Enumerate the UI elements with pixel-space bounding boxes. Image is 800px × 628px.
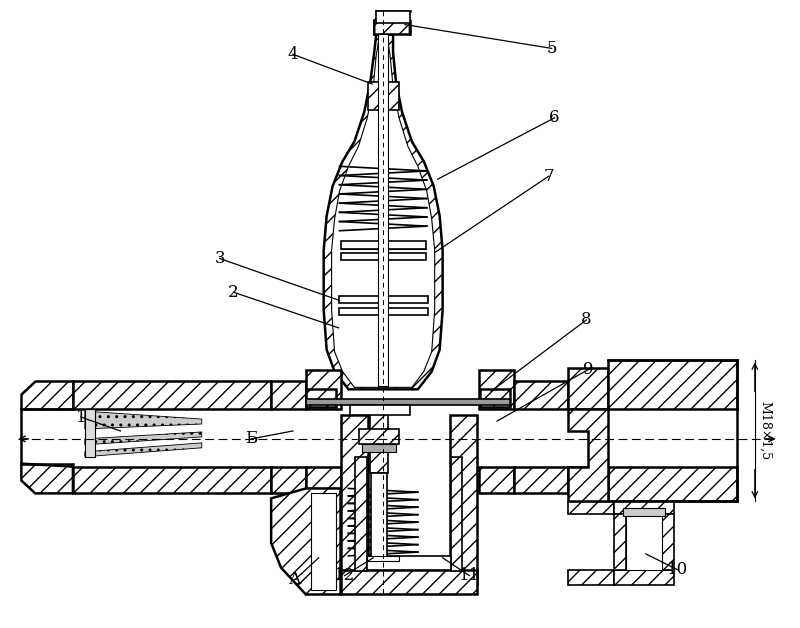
Bar (623, 508, 665, 516)
Polygon shape (85, 443, 202, 457)
Text: 12: 12 (334, 567, 355, 584)
Text: Б: Б (246, 430, 258, 447)
Bar (341, 241, 426, 249)
Polygon shape (514, 381, 569, 409)
Polygon shape (341, 570, 478, 595)
Text: 10: 10 (667, 561, 688, 578)
Text: 3: 3 (214, 250, 225, 267)
Polygon shape (22, 463, 73, 494)
Polygon shape (383, 82, 399, 110)
Bar (626, 514, 662, 570)
Polygon shape (479, 369, 514, 409)
Bar (350, 405, 410, 415)
Polygon shape (614, 502, 674, 514)
Polygon shape (370, 413, 388, 473)
Polygon shape (85, 432, 202, 445)
Polygon shape (480, 389, 510, 407)
Text: 8: 8 (581, 311, 592, 328)
Polygon shape (450, 457, 462, 571)
Polygon shape (359, 429, 399, 444)
Polygon shape (450, 415, 478, 583)
Polygon shape (85, 411, 202, 429)
Polygon shape (306, 467, 341, 494)
Polygon shape (662, 514, 674, 570)
Polygon shape (306, 369, 341, 409)
Bar (376, 11, 410, 23)
Polygon shape (479, 467, 514, 494)
Polygon shape (73, 381, 271, 409)
Text: 6: 6 (550, 109, 560, 126)
Bar (338, 308, 428, 315)
Polygon shape (332, 38, 434, 387)
Bar (367, 556, 450, 570)
Text: 9: 9 (583, 361, 594, 378)
Bar (371, 473, 387, 557)
Bar (85, 409, 94, 457)
Polygon shape (271, 381, 306, 409)
Polygon shape (569, 467, 608, 494)
Polygon shape (271, 467, 306, 494)
Polygon shape (368, 82, 383, 110)
Polygon shape (341, 415, 368, 583)
Polygon shape (569, 409, 608, 501)
Polygon shape (73, 467, 271, 494)
Bar (362, 444, 396, 452)
Text: 7: 7 (543, 168, 554, 185)
Text: 4: 4 (288, 46, 298, 63)
Polygon shape (374, 14, 410, 35)
Polygon shape (324, 35, 442, 389)
Bar (338, 296, 428, 303)
Polygon shape (306, 389, 335, 407)
Bar (341, 252, 426, 261)
Polygon shape (514, 467, 569, 494)
Polygon shape (569, 570, 614, 585)
Text: 2: 2 (228, 284, 238, 301)
Bar (306, 399, 510, 405)
Polygon shape (378, 35, 388, 386)
Text: А: А (289, 571, 302, 588)
Text: 5: 5 (546, 40, 557, 57)
Text: M18×1,5: M18×1,5 (758, 401, 771, 460)
Polygon shape (608, 360, 737, 409)
Text: 11: 11 (458, 567, 480, 584)
Bar (367, 556, 399, 561)
Text: 1: 1 (75, 409, 86, 426)
Polygon shape (614, 570, 674, 585)
Polygon shape (310, 494, 335, 590)
Polygon shape (608, 467, 737, 501)
Polygon shape (614, 514, 626, 570)
Polygon shape (22, 381, 73, 409)
Polygon shape (569, 367, 608, 409)
Polygon shape (569, 502, 614, 514)
Polygon shape (271, 489, 341, 595)
Polygon shape (355, 457, 367, 571)
